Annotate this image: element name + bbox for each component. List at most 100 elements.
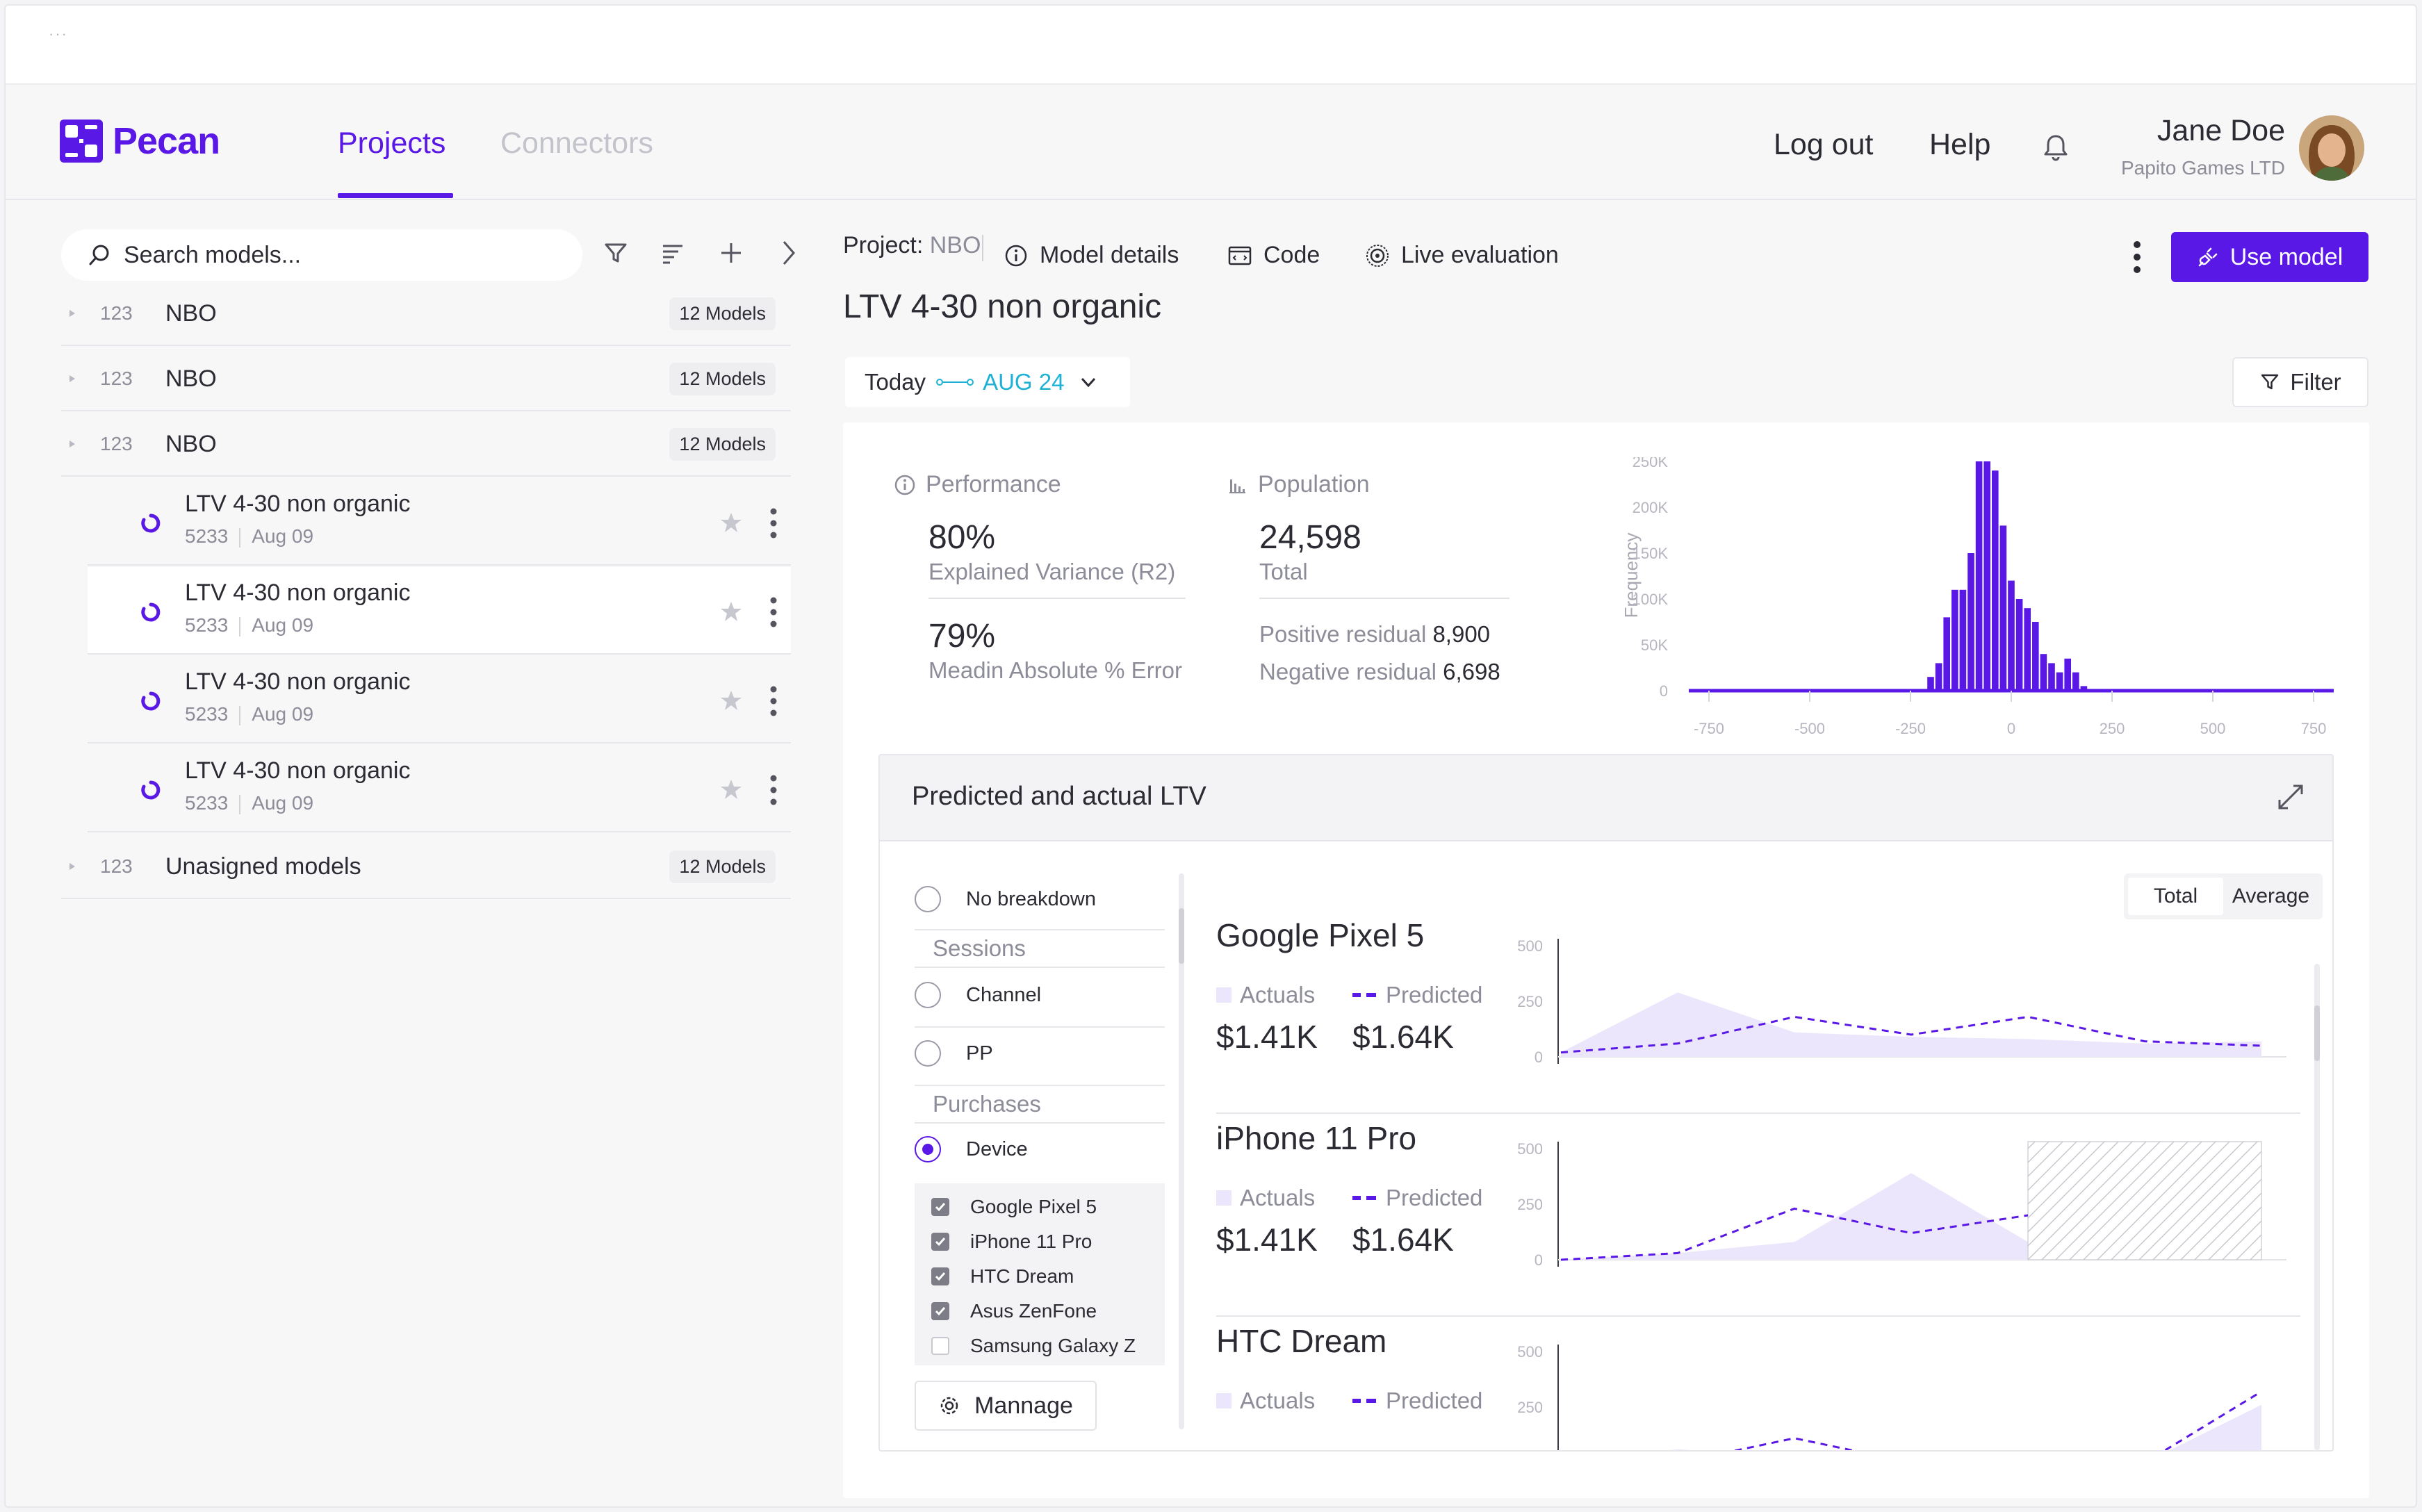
breakdown-option-channel[interactable]: Channel xyxy=(915,982,1165,1008)
model-item[interactable]: LTV 4-30 non organic 5233 Aug 09 xyxy=(88,656,791,743)
hatch-line xyxy=(2027,1141,2147,1260)
breakdown-scrollbar[interactable] xyxy=(1179,873,1184,1429)
legend-predicted: Predicted xyxy=(1352,1185,1482,1211)
model-item-selected[interactable]: LTV 4-30 non organic 5233 Aug 09 xyxy=(88,567,791,655)
more-options-icon[interactable] xyxy=(769,685,778,717)
breakdown-option-pp[interactable]: PP xyxy=(915,1040,1165,1067)
histogram-bar xyxy=(1959,589,1967,691)
tree-group-nbo-3[interactable]: 123 NBO 12 Models xyxy=(61,413,791,477)
bell-icon[interactable] xyxy=(2042,132,2070,163)
filter-icon[interactable] xyxy=(600,238,631,268)
loading-spinner-icon xyxy=(141,602,161,622)
checkbox-checked[interactable] xyxy=(931,1267,949,1285)
device-option[interactable]: iPhone 11 Pro xyxy=(931,1231,1092,1253)
radio-button[interactable] xyxy=(915,1040,941,1067)
hatch-line xyxy=(2250,1248,2262,1260)
project-value[interactable]: NBO xyxy=(929,232,981,258)
group-number: 123 xyxy=(100,855,133,877)
total-average-toggle: Total Average xyxy=(2124,873,2323,919)
search-input[interactable]: Search models... xyxy=(124,241,302,268)
expand-icon[interactable] xyxy=(2277,783,2305,811)
histogram-bar xyxy=(1983,461,1990,691)
hatch-line xyxy=(2069,1141,2188,1260)
logo[interactable]: Pecan xyxy=(60,120,220,163)
model-item[interactable]: LTV 4-30 non organic 5233 Aug 09 xyxy=(88,478,791,566)
window-dots: ··· xyxy=(49,25,68,42)
histogram-bar xyxy=(2048,663,2055,691)
star-icon[interactable] xyxy=(720,600,742,623)
window-topbar: ··· xyxy=(6,6,2416,85)
device-option-label: Samsung Galaxy Z xyxy=(970,1335,1136,1356)
star-icon[interactable] xyxy=(720,689,742,712)
search-box[interactable]: Search models... xyxy=(61,229,582,281)
checkbox-checked[interactable] xyxy=(931,1198,949,1216)
breakdown-option-device[interactable]: Device xyxy=(915,1136,1165,1162)
live-evaluation-button[interactable]: Live evaluation xyxy=(1365,242,1559,269)
manage-label: Mannage xyxy=(974,1392,1073,1419)
caret-right-icon xyxy=(69,310,75,317)
filter-button[interactable]: Filter xyxy=(2232,357,2368,407)
x-tick-label: 250 xyxy=(2100,720,2125,735)
tab-connectors[interactable]: Connectors xyxy=(500,126,653,160)
breakdown-option-none[interactable]: No breakdown xyxy=(915,886,1165,912)
performance-heading: Performance xyxy=(894,471,1061,498)
model-details-button[interactable]: Model details xyxy=(1004,242,1179,269)
chevron-right-icon[interactable] xyxy=(773,238,803,268)
x-tick-label: -250 xyxy=(1895,720,1926,735)
histogram-bar xyxy=(1943,617,1950,691)
device-option[interactable]: Google Pixel 5 xyxy=(931,1196,1097,1218)
device-option-label: Asus ZenFone xyxy=(970,1300,1097,1322)
negative-residual: Negative residual 6,698 xyxy=(1259,659,1500,685)
manage-button[interactable]: Mannage xyxy=(915,1381,1097,1431)
y-tick-label: 250 xyxy=(1517,993,1543,1010)
help-link[interactable]: Help xyxy=(1929,128,1991,161)
sort-icon[interactable] xyxy=(657,238,688,268)
more-options-icon[interactable] xyxy=(769,774,778,806)
device-option[interactable]: HTC Dream xyxy=(931,1265,1074,1288)
logout-link[interactable]: Log out xyxy=(1774,128,1874,161)
hatch-line xyxy=(2027,1141,2105,1219)
toggle-total[interactable]: Total xyxy=(2128,878,2223,915)
histogram-bar xyxy=(1951,589,1958,691)
breakdown-none-label: No breakdown xyxy=(966,887,1096,910)
charts-scrollbar[interactable] xyxy=(2314,964,2320,1450)
checkbox-checked[interactable] xyxy=(931,1302,949,1320)
radio-button[interactable] xyxy=(915,886,941,912)
radio-button-selected[interactable] xyxy=(915,1136,941,1162)
radio-button[interactable] xyxy=(915,982,941,1008)
checkbox-checked[interactable] xyxy=(931,1233,949,1251)
device-checklist: Google Pixel 5 iPhone 11 Pro HTC Dream A… xyxy=(915,1183,1165,1365)
avatar[interactable] xyxy=(2299,115,2364,181)
tab-projects[interactable]: Projects xyxy=(338,126,446,160)
hatch-line xyxy=(2111,1141,2230,1260)
date-range-picker[interactable]: Today AUG 24 xyxy=(845,357,1130,407)
hatch-line xyxy=(2138,1141,2258,1260)
population-total-label: Total xyxy=(1259,559,1308,584)
legend-swatch xyxy=(1216,987,1232,1003)
more-options-icon[interactable] xyxy=(2132,240,2142,274)
x-tick-label: 21.Dec xyxy=(1887,1089,1936,1092)
gear-icon xyxy=(940,1397,958,1415)
legend-actuals-label: Actuals xyxy=(1240,982,1316,1008)
toggle-average[interactable]: Average xyxy=(2232,885,2310,907)
checkbox-unchecked[interactable] xyxy=(931,1337,949,1355)
tree-group-nbo-1[interactable]: 123 NBO 12 Models xyxy=(61,282,791,346)
check-icon xyxy=(935,1203,946,1212)
code-button[interactable]: Code xyxy=(1227,242,1320,269)
plus-icon[interactable] xyxy=(716,238,746,268)
group-label: NBO xyxy=(165,299,217,327)
use-model-button[interactable]: Use model xyxy=(2171,232,2368,282)
y-tick-label: 50K xyxy=(1641,636,1668,654)
star-icon[interactable] xyxy=(720,778,742,800)
device-option[interactable]: Samsung Galaxy Z xyxy=(931,1335,1136,1357)
more-options-icon[interactable] xyxy=(769,596,778,628)
code-label: Code xyxy=(1263,242,1320,268)
info-icon[interactable] xyxy=(894,474,916,496)
tree-group-nbo-2[interactable]: 123 NBO 12 Models xyxy=(61,347,791,411)
tree-group-unassigned[interactable]: 123 Unasigned models 12 Models xyxy=(61,835,791,899)
device-option[interactable]: Asus ZenFone xyxy=(931,1300,1097,1322)
more-options-icon[interactable] xyxy=(769,507,778,539)
star-icon[interactable] xyxy=(720,511,742,534)
model-item[interactable]: LTV 4-30 non organic 5233 Aug 09 xyxy=(88,745,791,832)
hatch-line xyxy=(2027,1141,2063,1177)
